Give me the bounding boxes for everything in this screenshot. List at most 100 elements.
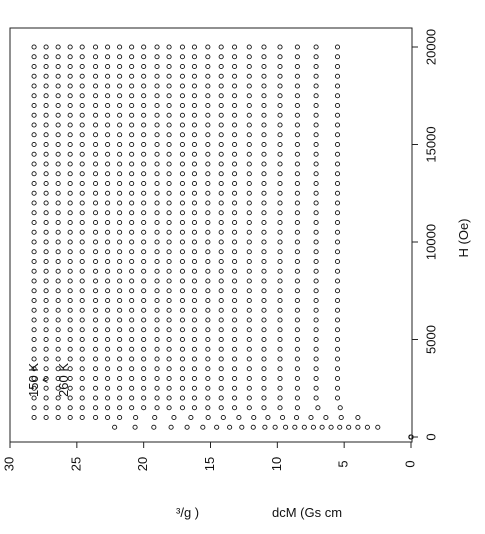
data-point: [218, 336, 224, 343]
data-point: [93, 122, 99, 128]
data-point: [31, 73, 37, 79]
data-point: [93, 219, 99, 226]
data-point: [31, 122, 37, 128]
data-point: [31, 297, 37, 304]
data-point: [232, 336, 238, 343]
data-point: [129, 200, 135, 206]
data-point: [93, 375, 99, 382]
data-point: [93, 336, 99, 343]
data-point: [154, 93, 160, 99]
data-point: [179, 219, 185, 226]
data-point: [105, 268, 111, 274]
data-point: [55, 141, 61, 148]
data-point: [117, 102, 123, 109]
data-point: [67, 366, 73, 372]
data-point: [141, 93, 147, 99]
data-point: [67, 132, 73, 138]
m-tick-label: 25: [68, 457, 83, 471]
data-point: [79, 219, 85, 226]
data-point: [117, 93, 123, 99]
data-point: [43, 180, 49, 187]
data-point: [218, 190, 224, 196]
data-point: [67, 395, 73, 401]
data-point: [166, 405, 172, 411]
data-point: [67, 151, 73, 157]
data-point: [55, 288, 61, 294]
data-point: [218, 395, 224, 401]
data-point: [179, 395, 185, 401]
data-point: [67, 210, 73, 216]
data-point: [218, 278, 224, 284]
data-point: [166, 210, 172, 216]
data-point: [171, 414, 177, 421]
data-point: [313, 141, 319, 148]
data-point: [79, 93, 85, 99]
data-point: [141, 122, 147, 128]
data-point: [43, 239, 49, 245]
data-point: [129, 288, 135, 294]
data-point: [129, 258, 135, 265]
data-point: [191, 122, 198, 128]
data-point: [67, 171, 73, 177]
data-point: [337, 424, 343, 430]
data-point: [179, 161, 185, 167]
data-point: [232, 171, 238, 177]
data-point: [205, 375, 211, 382]
data-point: [313, 171, 319, 177]
data-point: [227, 424, 233, 430]
data-point: [232, 395, 238, 401]
data-point: [141, 54, 147, 60]
data-point: [232, 278, 238, 284]
data-point: [334, 112, 341, 118]
data-point: [79, 356, 85, 362]
data-point: [31, 395, 37, 401]
h-tick-label: 15000: [423, 126, 438, 162]
data-point: [179, 122, 185, 128]
data-point: [31, 346, 37, 352]
data-point: [154, 258, 160, 265]
data-point: [79, 336, 85, 343]
data-point: [141, 161, 147, 167]
data-point: [141, 327, 147, 333]
data-point: [334, 44, 341, 50]
data-point: [334, 395, 341, 401]
data-point: [166, 356, 172, 362]
data-point: [154, 268, 160, 274]
data-point: [246, 180, 252, 187]
data-point: [205, 288, 211, 294]
data-point: [218, 288, 224, 294]
data-point: [55, 405, 61, 411]
data-point: [205, 93, 211, 99]
data-point: [334, 327, 341, 333]
data-point: [93, 171, 99, 177]
data-point: [141, 297, 147, 304]
data-point: [31, 327, 37, 333]
data-point: [105, 161, 111, 167]
data-point: [179, 229, 185, 235]
data-point: [205, 366, 211, 372]
data-point: [166, 395, 172, 401]
data-point: [334, 258, 341, 265]
data-point: [93, 395, 99, 401]
data-point: [277, 346, 283, 352]
data-point: [55, 239, 61, 245]
data-point: [191, 141, 198, 148]
data-point: [133, 414, 139, 421]
data-point: [55, 297, 61, 304]
data-point: [31, 219, 37, 226]
data-point: [205, 180, 211, 187]
annotation-260k: 260 K: [56, 363, 71, 397]
data-point: [334, 366, 341, 372]
data-point: [154, 122, 160, 128]
data-point: [168, 424, 174, 430]
data-point: [55, 122, 61, 128]
data-point: [246, 83, 252, 89]
data-point: [43, 219, 49, 226]
data-point: [141, 180, 147, 187]
data-point: [232, 44, 238, 50]
data-point: [105, 288, 111, 294]
data-point: [364, 424, 370, 430]
data-point: [277, 268, 283, 274]
data-point: [191, 54, 198, 60]
data-point: [43, 102, 49, 109]
